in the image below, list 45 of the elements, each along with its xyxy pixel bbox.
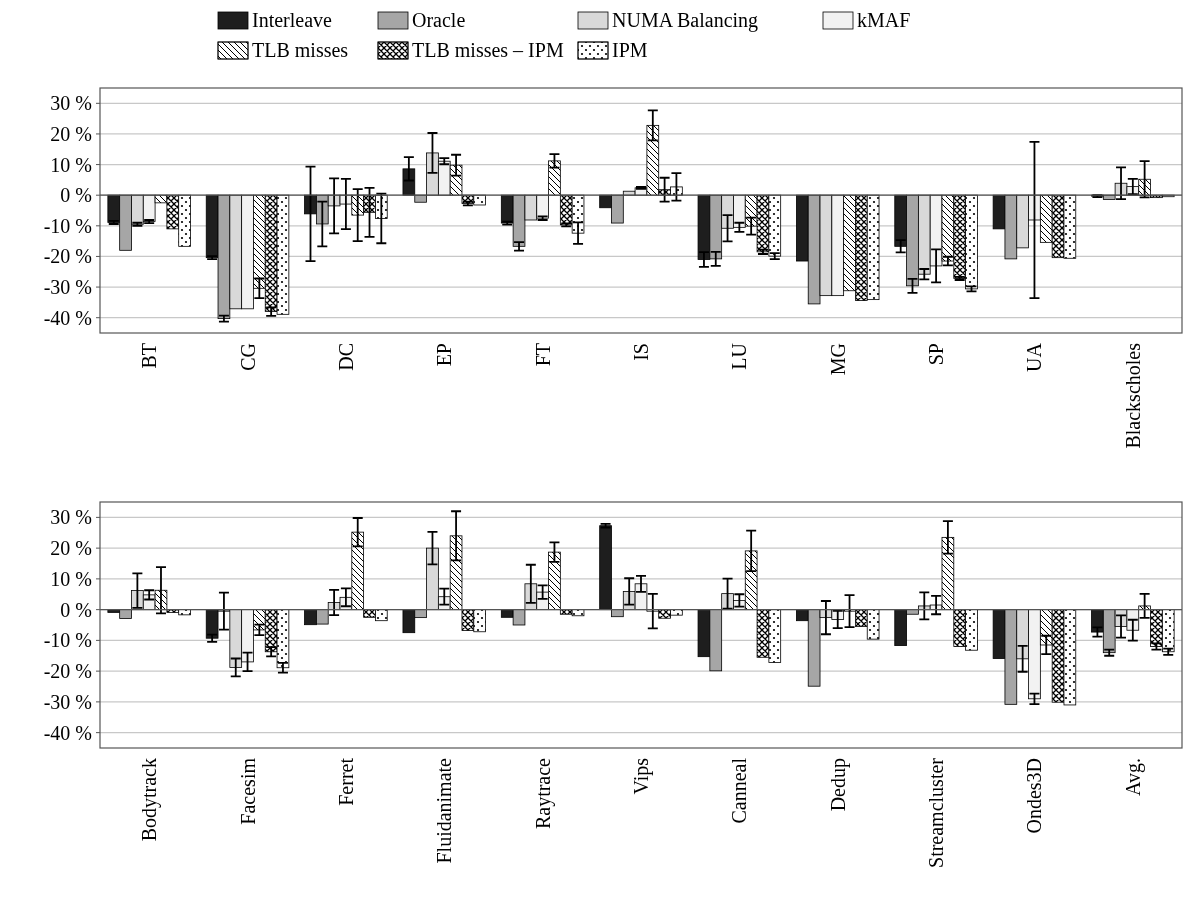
x-tick-label: Bodytrack [138,758,162,842]
legend-label: TLB misses [252,39,349,61]
y-tick-label: -10 % [43,214,92,237]
y-tick-label: 0 % [60,598,92,621]
legend-label: NUMA Balancing [612,9,759,32]
y-tick-label: -20 % [43,660,92,683]
x-tick-label: LU [728,342,751,370]
y-tick-label: -40 % [43,721,92,744]
y-tick-label: -40 % [43,306,92,329]
legend-label: Oracle [412,9,466,31]
x-tick-label: Canneal [728,757,751,824]
x-tick-label: Streamcluster [925,757,948,868]
legend-label: kMAF [857,9,911,31]
x-tick-label: Facesim [236,757,259,825]
y-tick-label: 0 % [60,184,92,207]
x-tick-label: Fluidanimate [433,757,456,864]
x-tick-label: SP [925,343,948,366]
y-tick-label: -30 % [43,276,92,299]
y-tick-label: 30 % [50,92,92,115]
x-tick-label: CG [236,343,259,371]
y-tick-label: 20 % [50,122,92,145]
x-tick-label: UA [1023,342,1046,372]
y-tick-label: 10 % [50,153,92,176]
legend-label: TLB misses – IPM [412,39,564,61]
legend-label: Interleave [252,9,333,31]
y-tick-label: 20 % [50,537,92,560]
x-tick-label: Avg. [1121,758,1145,796]
y-tick-label: -30 % [43,690,92,713]
x-tick-label: Raytrace [531,757,555,830]
x-tick-label: Ondes3D [1023,758,1046,834]
x-tick-label: FT [531,343,554,367]
x-tick-label: BT [138,343,161,369]
y-tick-label: 30 % [50,506,92,529]
x-tick-label: Dedup [826,758,850,812]
y-tick-label: 10 % [50,567,92,590]
y-tick-label: -10 % [43,629,92,652]
x-tick-label: Blackscholes [1121,342,1144,449]
x-tick-label: IS [630,343,652,361]
x-tick-label: EP [433,343,456,367]
x-tick-label: Ferret [334,757,357,806]
y-tick-label: -20 % [43,245,92,268]
x-tick-label: Vips [630,757,653,795]
x-tick-label: MG [826,343,849,376]
x-tick-label: DC [334,343,357,371]
legend-label: IPM [612,39,648,61]
